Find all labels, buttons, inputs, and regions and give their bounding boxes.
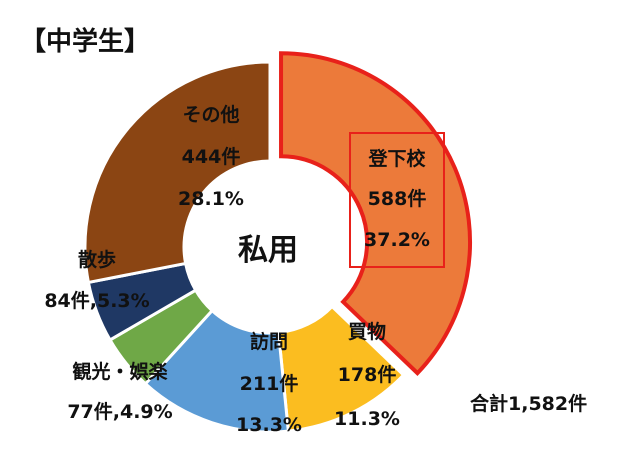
slice-label-commute-percent: 37.2%	[364, 229, 430, 251]
slice-other	[83, 60, 272, 285]
slice-label-sightseeing-value: 77件,4.9%	[67, 400, 172, 423]
highlight-layer	[279, 51, 473, 376]
slice-highlight-outline	[279, 51, 473, 376]
slice-label-visit-name: 訪問	[250, 330, 288, 353]
chart-title: 【中学生】	[20, 26, 150, 57]
total-label: 合計1,582件	[470, 392, 587, 415]
slice-label-sightseeing-name: 観光・娯楽	[72, 360, 168, 383]
slice-label-commute-count: 588件	[368, 187, 427, 210]
slice-label-visit-percent: 13.3%	[236, 414, 302, 436]
slice-label-walk-name: 散歩	[78, 248, 116, 271]
slice-label-shopping-count: 178件	[338, 363, 397, 386]
slice-label-shopping-percent: 11.3%	[334, 408, 400, 430]
slice-label-box-commute	[349, 132, 445, 268]
slice-label-other-count: 444件	[182, 145, 241, 168]
slice-label-commute-name: 登下校	[367, 147, 426, 170]
slice-label-walk-value: 84件,5.3%	[44, 289, 149, 312]
center-label: 私用	[238, 233, 298, 268]
slice-label-other-percent: 28.1%	[178, 188, 244, 210]
slice-label-visit-count: 211件	[240, 372, 299, 395]
slice-label-other-name: その他	[182, 103, 239, 126]
slice-label-shopping-name: 買物	[348, 320, 386, 343]
